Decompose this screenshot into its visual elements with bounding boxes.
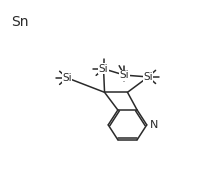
Text: Si: Si: [143, 72, 152, 82]
Text: Si: Si: [62, 73, 72, 83]
Text: Si: Si: [119, 70, 129, 80]
Text: Sn: Sn: [11, 15, 28, 29]
Text: Si: Si: [98, 64, 108, 74]
Text: N: N: [149, 120, 157, 130]
